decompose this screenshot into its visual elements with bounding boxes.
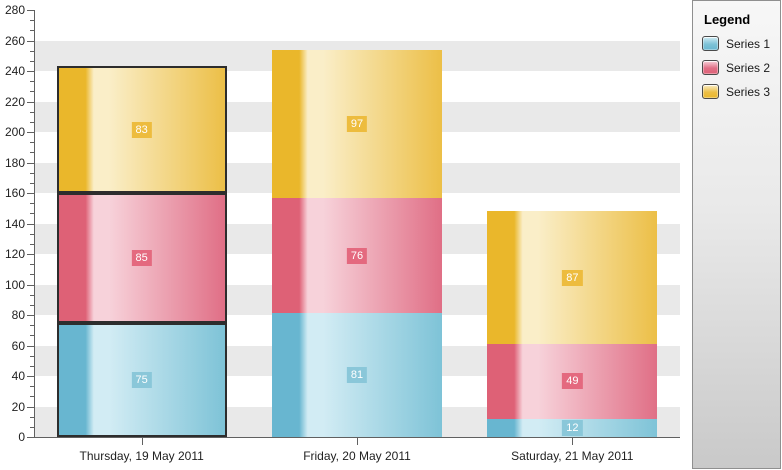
y-axis-minor-tick: [30, 304, 34, 306]
y-axis-major-tick: [27, 437, 34, 438]
legend-panel: Legend Series 1 Series 2 Series 3: [692, 0, 781, 469]
x-axis-tick: [572, 438, 574, 445]
x-axis-label: Friday, 20 May 2011: [303, 449, 411, 463]
y-axis-label: 220: [4, 94, 25, 109]
series1-swatch-icon: [702, 36, 719, 51]
y-axis-label: 200: [4, 125, 25, 139]
y-axis-minor-tick: [30, 142, 34, 144]
y-axis-major-tick: [27, 315, 34, 316]
y-axis-major-tick: [27, 40, 34, 42]
y-axis-minor-tick: [30, 426, 34, 428]
segment-value-label: 83: [131, 121, 152, 138]
y-axis-minor-tick: [30, 416, 34, 418]
y-axis-minor-tick: [30, 365, 34, 367]
y-axis-major-tick: [27, 284, 34, 286]
y-axis-label: 40: [11, 369, 25, 383]
y-axis-minor-tick: [30, 355, 34, 357]
legend-item-label: Series 1: [726, 36, 771, 51]
series2-swatch-icon: [702, 60, 719, 75]
y-axis-minor-tick: [30, 152, 34, 154]
y-axis-minor-tick: [30, 335, 34, 337]
legend-item-label: Series 2: [726, 60, 771, 75]
y-axis-minor-tick: [30, 172, 34, 174]
segment-value-label: 87: [562, 269, 583, 286]
legend-item-series3[interactable]: Series 3: [702, 84, 780, 99]
y-axis-major-tick: [27, 162, 34, 164]
y-axis-major-tick: [27, 101, 34, 103]
y-axis-minor-tick: [30, 121, 34, 123]
y-axis-major-tick: [27, 345, 34, 347]
y-axis-major-tick: [27, 406, 34, 408]
y-axis-major-tick: [27, 376, 34, 377]
legend-item-label: Series 3: [726, 84, 771, 99]
legend-item-series2[interactable]: Series 2: [702, 60, 780, 75]
series3-swatch-icon: [702, 84, 719, 99]
y-axis-label: 120: [4, 247, 25, 261]
y-axis-label: 160: [4, 186, 25, 200]
y-axis-minor-tick: [30, 91, 34, 93]
y-axis-minor-tick: [30, 325, 34, 327]
legend-title: Legend: [704, 12, 751, 27]
y-axis-minor-tick: [30, 20, 34, 22]
y-axis-label: 240: [4, 64, 25, 78]
y-axis-minor-tick: [30, 111, 34, 113]
y-axis-label: 60: [11, 338, 25, 353]
y-axis-label: 180: [4, 155, 25, 170]
y-axis-minor-tick: [30, 203, 34, 205]
y-axis-major-tick: [27, 132, 34, 133]
y-axis-minor-tick: [30, 274, 34, 276]
y-axis-major-tick: [27, 71, 34, 72]
segment-value-label: 81: [346, 367, 368, 384]
y-axis-minor-tick: [30, 264, 34, 266]
y-axis-major-tick: [27, 193, 34, 194]
y-axis-minor-tick: [30, 386, 34, 388]
segment-value-label: 76: [346, 247, 368, 264]
y-axis-major-tick: [27, 10, 34, 11]
y-axis-label: 0: [18, 430, 25, 444]
y-axis-minor-tick: [30, 243, 34, 245]
y-axis-minor-tick: [30, 30, 34, 32]
x-axis-tick: [141, 438, 143, 445]
y-axis-label: 140: [4, 216, 25, 231]
y-axis-major-tick: [27, 254, 34, 255]
x-axis-line: [34, 437, 680, 438]
y-axis-label: 80: [11, 308, 25, 322]
y-axis-label: 20: [11, 399, 25, 414]
y-axis-minor-tick: [30, 50, 34, 52]
stacked-bar-chart: 0 20 40 60 80 100 120 140 160 180 200 220 240 260 280 7…: [4, 3, 680, 463]
y-axis-minor-tick: [30, 294, 34, 296]
y-axis-label: 100: [4, 277, 25, 292]
y-axis-minor-tick: [30, 213, 34, 215]
x-axis-label: Saturday, 21 May 2011: [511, 449, 634, 463]
legend-item-series1[interactable]: Series 1: [702, 36, 780, 51]
y-axis-minor-tick: [30, 81, 34, 83]
x-axis-tick: [357, 438, 358, 445]
y-axis-label: 280: [4, 3, 25, 17]
y-axis-minor-tick: [30, 60, 34, 62]
y-axis-minor-tick: [30, 396, 34, 398]
y-axis-major-tick: [27, 223, 34, 225]
segment-value-label: 12: [562, 419, 583, 436]
y-axis-minor-tick: [30, 182, 34, 184]
segment-value-label: 75: [131, 371, 152, 388]
segment-value-label: 85: [131, 249, 152, 266]
segment-value-label: 49: [562, 373, 583, 390]
segment-value-label: 97: [346, 115, 368, 132]
y-axis-minor-tick: [30, 233, 34, 235]
y-axis-label: 260: [4, 33, 25, 48]
x-axis-label: Thursday, 19 May 2011: [79, 449, 204, 463]
y-axis-line: [34, 10, 35, 438]
